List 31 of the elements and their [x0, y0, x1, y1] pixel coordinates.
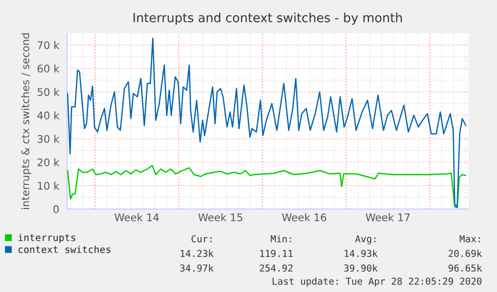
text: 119.11 — [260, 250, 293, 258]
y-tick-label: 40 k — [37, 111, 60, 120]
text: Min: — [270, 235, 291, 242]
text: 20.69k — [448, 250, 482, 258]
y-axis-title: interrupts & ctx switches / second — [21, 33, 32, 209]
legend-label: interrupts — [18, 234, 76, 244]
text: 96.65k — [448, 264, 482, 272]
x-tick-label: Week 15 — [198, 213, 242, 222]
y-tick-label: 0 — [54, 205, 59, 214]
text: 39.90k — [344, 264, 378, 272]
text: 34.97k — [180, 264, 214, 272]
x-tick-label: Week 17 — [366, 213, 410, 222]
legend-label: context switches — [18, 246, 110, 254]
y-tick-label: 70 k — [38, 41, 60, 50]
x-tick-label: Week 16 — [282, 213, 326, 222]
x-tick-label: Week 14 — [114, 213, 159, 222]
text: Last update: Tue Apr 28 22:05:29 2020 — [272, 277, 482, 287]
line-series — [67, 164, 466, 208]
text: 254.92 — [260, 264, 292, 272]
line-series — [67, 38, 466, 208]
chart-title: Interrupts and context switches - by month — [134, 12, 402, 25]
text: 14.93k — [344, 250, 378, 258]
text: 14.23k — [180, 250, 214, 258]
y-tick-label: 30 k — [38, 134, 60, 143]
text: Max: — [460, 235, 480, 242]
text: Cur: — [192, 235, 212, 242]
y-tick-label: 20 k — [38, 158, 60, 166]
text: Avg: — [355, 235, 376, 244]
y-tick-label: 60 k — [38, 64, 60, 73]
y-tick-label: 50 k — [38, 88, 60, 96]
y-tick-label: 10 k — [38, 182, 60, 190]
